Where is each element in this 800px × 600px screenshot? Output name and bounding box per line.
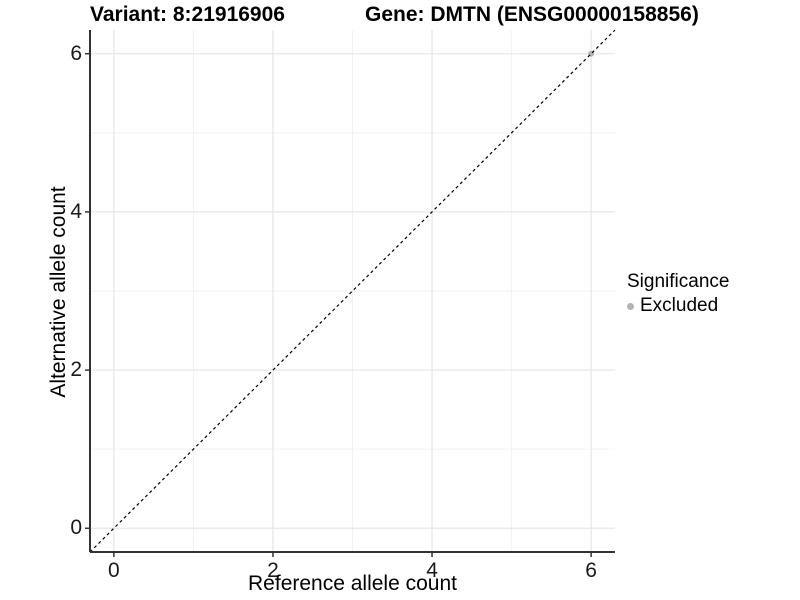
legend: Significance Excluded — [627, 270, 729, 317]
x-tick-label: 2 — [267, 559, 279, 582]
x-tick-label: 6 — [585, 559, 597, 582]
y-axis-title: Alternative allele count — [47, 186, 70, 398]
legend-title: Significance — [627, 271, 730, 292]
y-tick-label: 6 — [70, 41, 82, 65]
x-tick-label: 4 — [426, 559, 438, 582]
gene-title: Gene: DMTN (ENSG00000158856) — [365, 3, 699, 26]
legend-item-label: Excluded — [640, 295, 719, 316]
y-tick-label: 0 — [70, 516, 82, 540]
variant-title: Variant: 8:21916906 — [90, 3, 285, 26]
x-axis-title: Reference allele count — [248, 572, 457, 595]
y-tick-label: 4 — [70, 199, 82, 223]
x-tick-label: 0 — [108, 559, 120, 582]
y-tick-label: 2 — [70, 358, 82, 382]
legend-item-excluded: Excluded — [627, 295, 729, 317]
excluded-point-icon — [627, 302, 634, 310]
